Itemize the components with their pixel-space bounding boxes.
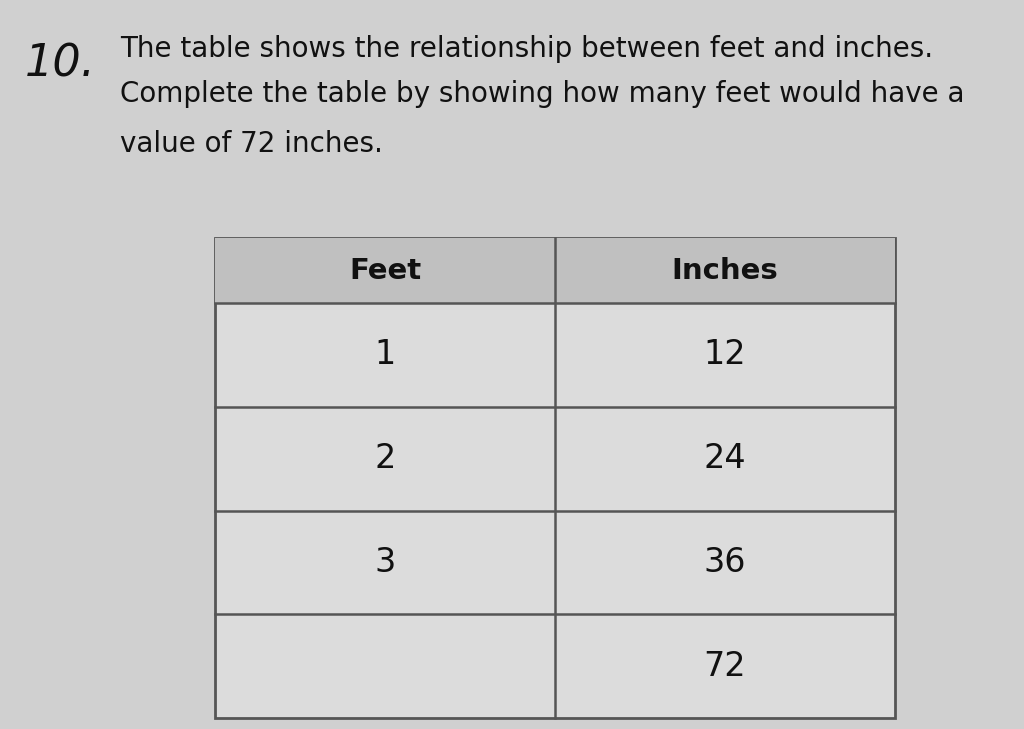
Text: 72: 72 (703, 650, 746, 682)
Text: The table shows the relationship between feet and inches.: The table shows the relationship between… (120, 35, 933, 63)
Text: 36: 36 (703, 546, 746, 579)
Text: 24: 24 (703, 442, 746, 475)
Bar (215, 238, 895, 303)
Text: 3: 3 (375, 546, 395, 579)
Text: 2: 2 (375, 442, 395, 475)
Bar (215, 238, 895, 718)
Text: 12: 12 (703, 338, 746, 371)
Text: Complete the table by showing how many feet would have a: Complete the table by showing how many f… (120, 80, 965, 108)
Text: value of 72 inches.: value of 72 inches. (120, 130, 383, 158)
Text: Feet: Feet (349, 257, 421, 284)
Text: Inches: Inches (672, 257, 778, 284)
Text: 1: 1 (375, 338, 395, 371)
Text: 10.: 10. (25, 42, 96, 85)
